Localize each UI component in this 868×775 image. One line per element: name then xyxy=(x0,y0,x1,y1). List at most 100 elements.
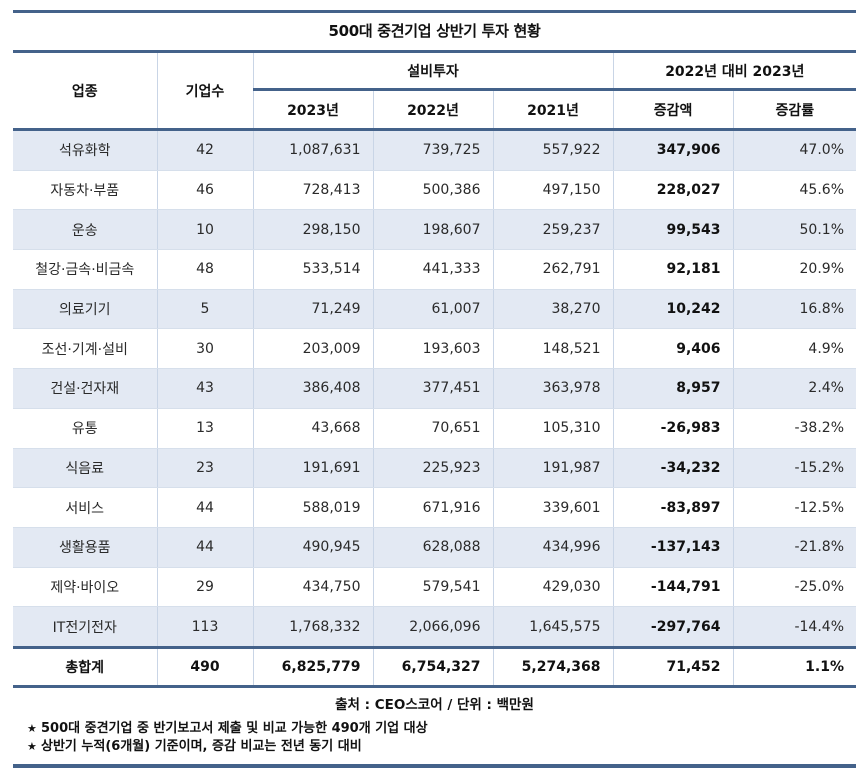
cell-count: 48 xyxy=(156,249,254,290)
cell-industry: 자동차·부품 xyxy=(13,170,158,211)
data-rows: 석유화학 42 1,087,631 739,725 557,922 347,90… xyxy=(13,131,856,646)
cell-rate: 16.8% xyxy=(732,289,856,330)
cell-change: 99,543 xyxy=(612,209,734,251)
cell-2022: 739,725 xyxy=(372,131,494,171)
total-row-table: 총합계 490 6,825,779 6,754,327 5,274,368 71… xyxy=(13,648,856,685)
bottom-rule xyxy=(13,764,856,768)
header-rule xyxy=(13,128,856,131)
total-2022: 6,754,327 xyxy=(372,648,494,685)
cell-2023: 434,750 xyxy=(252,567,374,608)
cell-industry: 운송 xyxy=(13,209,158,251)
cell-rate: -14.4% xyxy=(732,606,856,646)
cell-change: -137,143 xyxy=(612,527,734,568)
header-compare-group: 2022년 대비 2023년 xyxy=(612,53,857,91)
cell-2022: 70,651 xyxy=(372,408,494,449)
cell-2023: 1,087,631 xyxy=(252,131,374,171)
cell-count: 5 xyxy=(156,289,254,330)
cell-industry: 제약·바이오 xyxy=(13,567,158,608)
cell-2023: 71,249 xyxy=(252,289,374,330)
star-bullet-icon: ★ xyxy=(27,739,37,753)
cell-2022: 671,916 xyxy=(372,487,494,528)
header-capex-group: 설비투자 xyxy=(252,53,614,91)
cell-2021: 557,922 xyxy=(492,131,614,171)
cell-change: 10,242 xyxy=(612,289,734,330)
cell-rate: -38.2% xyxy=(732,408,856,449)
cell-2021: 148,521 xyxy=(492,328,614,370)
cell-2021: 1,645,575 xyxy=(492,606,614,646)
table-row: 운송 10 298,150 198,607 259,237 99,543 50.… xyxy=(13,209,856,251)
header-change-amount: 증감액 xyxy=(612,89,734,128)
cell-count: 13 xyxy=(156,408,254,449)
top-rule xyxy=(13,10,856,13)
cell-2022: 500,386 xyxy=(372,170,494,211)
investment-table: 업종 기업수 설비투자 2022년 대비 2023년 2023년 2022년 2… xyxy=(13,53,857,128)
cell-rate: 50.1% xyxy=(732,209,856,251)
total-2023: 6,825,779 xyxy=(252,648,374,685)
header-company-count: 기업수 xyxy=(156,53,254,128)
cell-2021: 497,150 xyxy=(492,170,614,211)
cell-rate: 45.6% xyxy=(732,170,856,211)
cell-2022: 628,088 xyxy=(372,527,494,568)
cell-change: 9,406 xyxy=(612,328,734,370)
cell-2021: 262,791 xyxy=(492,249,614,290)
cell-count: 29 xyxy=(156,567,254,608)
footnote-text: 상반기 누적(6개월) 기준이며, 증감 비교는 전년 동기 대비 xyxy=(41,738,362,754)
cell-2021: 339,601 xyxy=(492,487,614,528)
cell-rate: 4.9% xyxy=(732,328,856,370)
cell-rate: -12.5% xyxy=(732,487,856,528)
cell-2021: 429,030 xyxy=(492,567,614,608)
cell-count: 43 xyxy=(156,368,254,409)
footnote: ★ 500대 중견기업 중 반기보고서 제출 및 비교 가능한 490개 기업 대… xyxy=(27,720,856,738)
total-rate: 1.1% xyxy=(732,648,856,685)
cell-rate: 47.0% xyxy=(732,131,856,171)
cell-industry: 석유화학 xyxy=(13,131,158,171)
header-2021: 2021년 xyxy=(492,89,614,128)
cell-industry: 생활용품 xyxy=(13,527,158,568)
table-title: 500대 중견기업 상반기 투자 현황 xyxy=(328,22,541,40)
cell-2021: 363,978 xyxy=(492,368,614,409)
header-2022: 2022년 xyxy=(372,89,494,128)
footnote-text: 500대 중견기업 중 반기보고서 제출 및 비교 가능한 490개 기업 대상 xyxy=(41,720,428,736)
cell-change: 347,906 xyxy=(612,131,734,171)
table-row: 생활용품 44 490,945 628,088 434,996 -137,143… xyxy=(13,527,856,568)
cell-2022: 579,541 xyxy=(372,567,494,608)
cell-2022: 225,923 xyxy=(372,448,494,489)
header-industry: 업종 xyxy=(13,53,158,128)
cell-industry: 의료기기 xyxy=(13,289,158,330)
star-bullet-icon: ★ xyxy=(27,721,37,735)
footnote: ★ 상반기 누적(6개월) 기준이며, 증감 비교는 전년 동기 대비 xyxy=(27,738,856,756)
cell-2022: 198,607 xyxy=(372,209,494,251)
table-row: 자동차·부품 46 728,413 500,386 497,150 228,02… xyxy=(13,170,856,211)
total-industry: 총합계 xyxy=(13,648,158,685)
cell-count: 10 xyxy=(156,209,254,251)
cell-rate: -15.2% xyxy=(732,448,856,489)
cell-2022: 377,451 xyxy=(372,368,494,409)
table-row: 제약·바이오 29 434,750 579,541 429,030 -144,7… xyxy=(13,567,856,608)
cell-2023: 298,150 xyxy=(252,209,374,251)
table-row: 의료기기 5 71,249 61,007 38,270 10,242 16.8% xyxy=(13,289,856,330)
source-line: 출처 : CEO스코어 / 단위 : 백만원 xyxy=(335,696,534,713)
header-change-rate: 증감률 xyxy=(732,89,857,128)
cell-2023: 386,408 xyxy=(252,368,374,409)
cell-2021: 259,237 xyxy=(492,209,614,251)
cell-count: 113 xyxy=(156,606,254,646)
cell-2021: 105,310 xyxy=(492,408,614,449)
cell-2021: 38,270 xyxy=(492,289,614,330)
cell-2022: 441,333 xyxy=(372,249,494,290)
cell-count: 30 xyxy=(156,328,254,370)
cell-change: -144,791 xyxy=(612,567,734,608)
footnotes: ★ 500대 중견기업 중 반기보고서 제출 및 비교 가능한 490개 기업 대… xyxy=(13,720,856,756)
cell-count: 44 xyxy=(156,527,254,568)
table-row: 건설·건자재 43 386,408 377,451 363,978 8,957 … xyxy=(13,368,856,409)
investment-table-document: 500대 중견기업 상반기 투자 현황 업종 기업수 설비투자 2022년 대비… xyxy=(13,10,857,756)
title-rule xyxy=(13,50,856,53)
footer-rule xyxy=(13,684,856,688)
cell-industry: 건설·건자재 xyxy=(13,368,158,409)
total-count: 490 xyxy=(156,648,254,685)
table-row: 조선·기계·설비 30 203,009 193,603 148,521 9,40… xyxy=(13,328,856,370)
cell-count: 44 xyxy=(156,487,254,528)
table-row: 서비스 44 588,019 671,916 339,601 -83,897 -… xyxy=(13,487,856,528)
total-change: 71,452 xyxy=(612,648,734,685)
table-row: 식음료 23 191,691 225,923 191,987 -34,232 -… xyxy=(13,448,856,489)
table-row: IT전기전자 113 1,768,332 2,066,096 1,645,575… xyxy=(13,606,856,646)
